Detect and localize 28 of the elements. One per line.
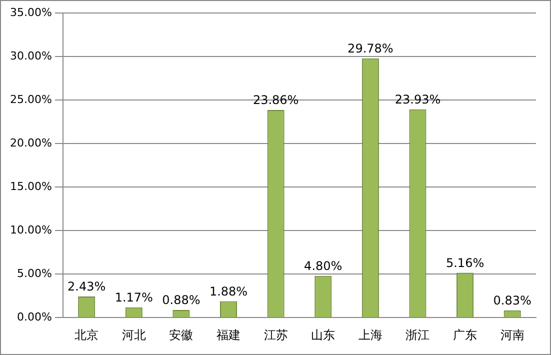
y-tick-label: 10.00% (10, 223, 52, 236)
x-tick-label: 广东 (453, 328, 478, 342)
data-label: 1.88% (209, 284, 248, 298)
y-tick-label: 5.00% (16, 266, 52, 280)
x-tick-label: 上海 (358, 328, 382, 342)
y-tick-label: 20.00% (10, 136, 52, 150)
data-label: 29.78% (348, 42, 394, 56)
x-tick-label: 浙江 (406, 328, 430, 342)
data-label: 0.83% (493, 294, 532, 308)
y-tick-label: 0.00% (16, 310, 52, 324)
data-label: 5.16% (446, 256, 484, 270)
x-tick-label: 江苏 (264, 328, 288, 342)
x-tick-label: 安徽 (169, 328, 194, 342)
y-tick-label: 25.00% (10, 92, 52, 106)
y-tick-label: 15.00% (10, 180, 52, 193)
x-tick-label: 山东 (311, 328, 336, 342)
data-label: 1.17% (114, 290, 153, 305)
data-label: 23.86% (252, 93, 299, 108)
y-tick-label: 30.00% (10, 49, 52, 62)
data-label: 23.93% (394, 92, 441, 106)
data-label: 2.43% (68, 280, 106, 294)
x-tick-label: 福建 (216, 328, 241, 342)
x-tick-label: 北京 (74, 328, 99, 342)
x-tick-label: 河南 (500, 328, 524, 342)
data-label: 4.80% (304, 258, 342, 273)
data-label: 0.88% (162, 293, 200, 308)
y-tick-label: 35.00% (10, 6, 52, 19)
x-tick-label: 河北 (122, 328, 146, 342)
